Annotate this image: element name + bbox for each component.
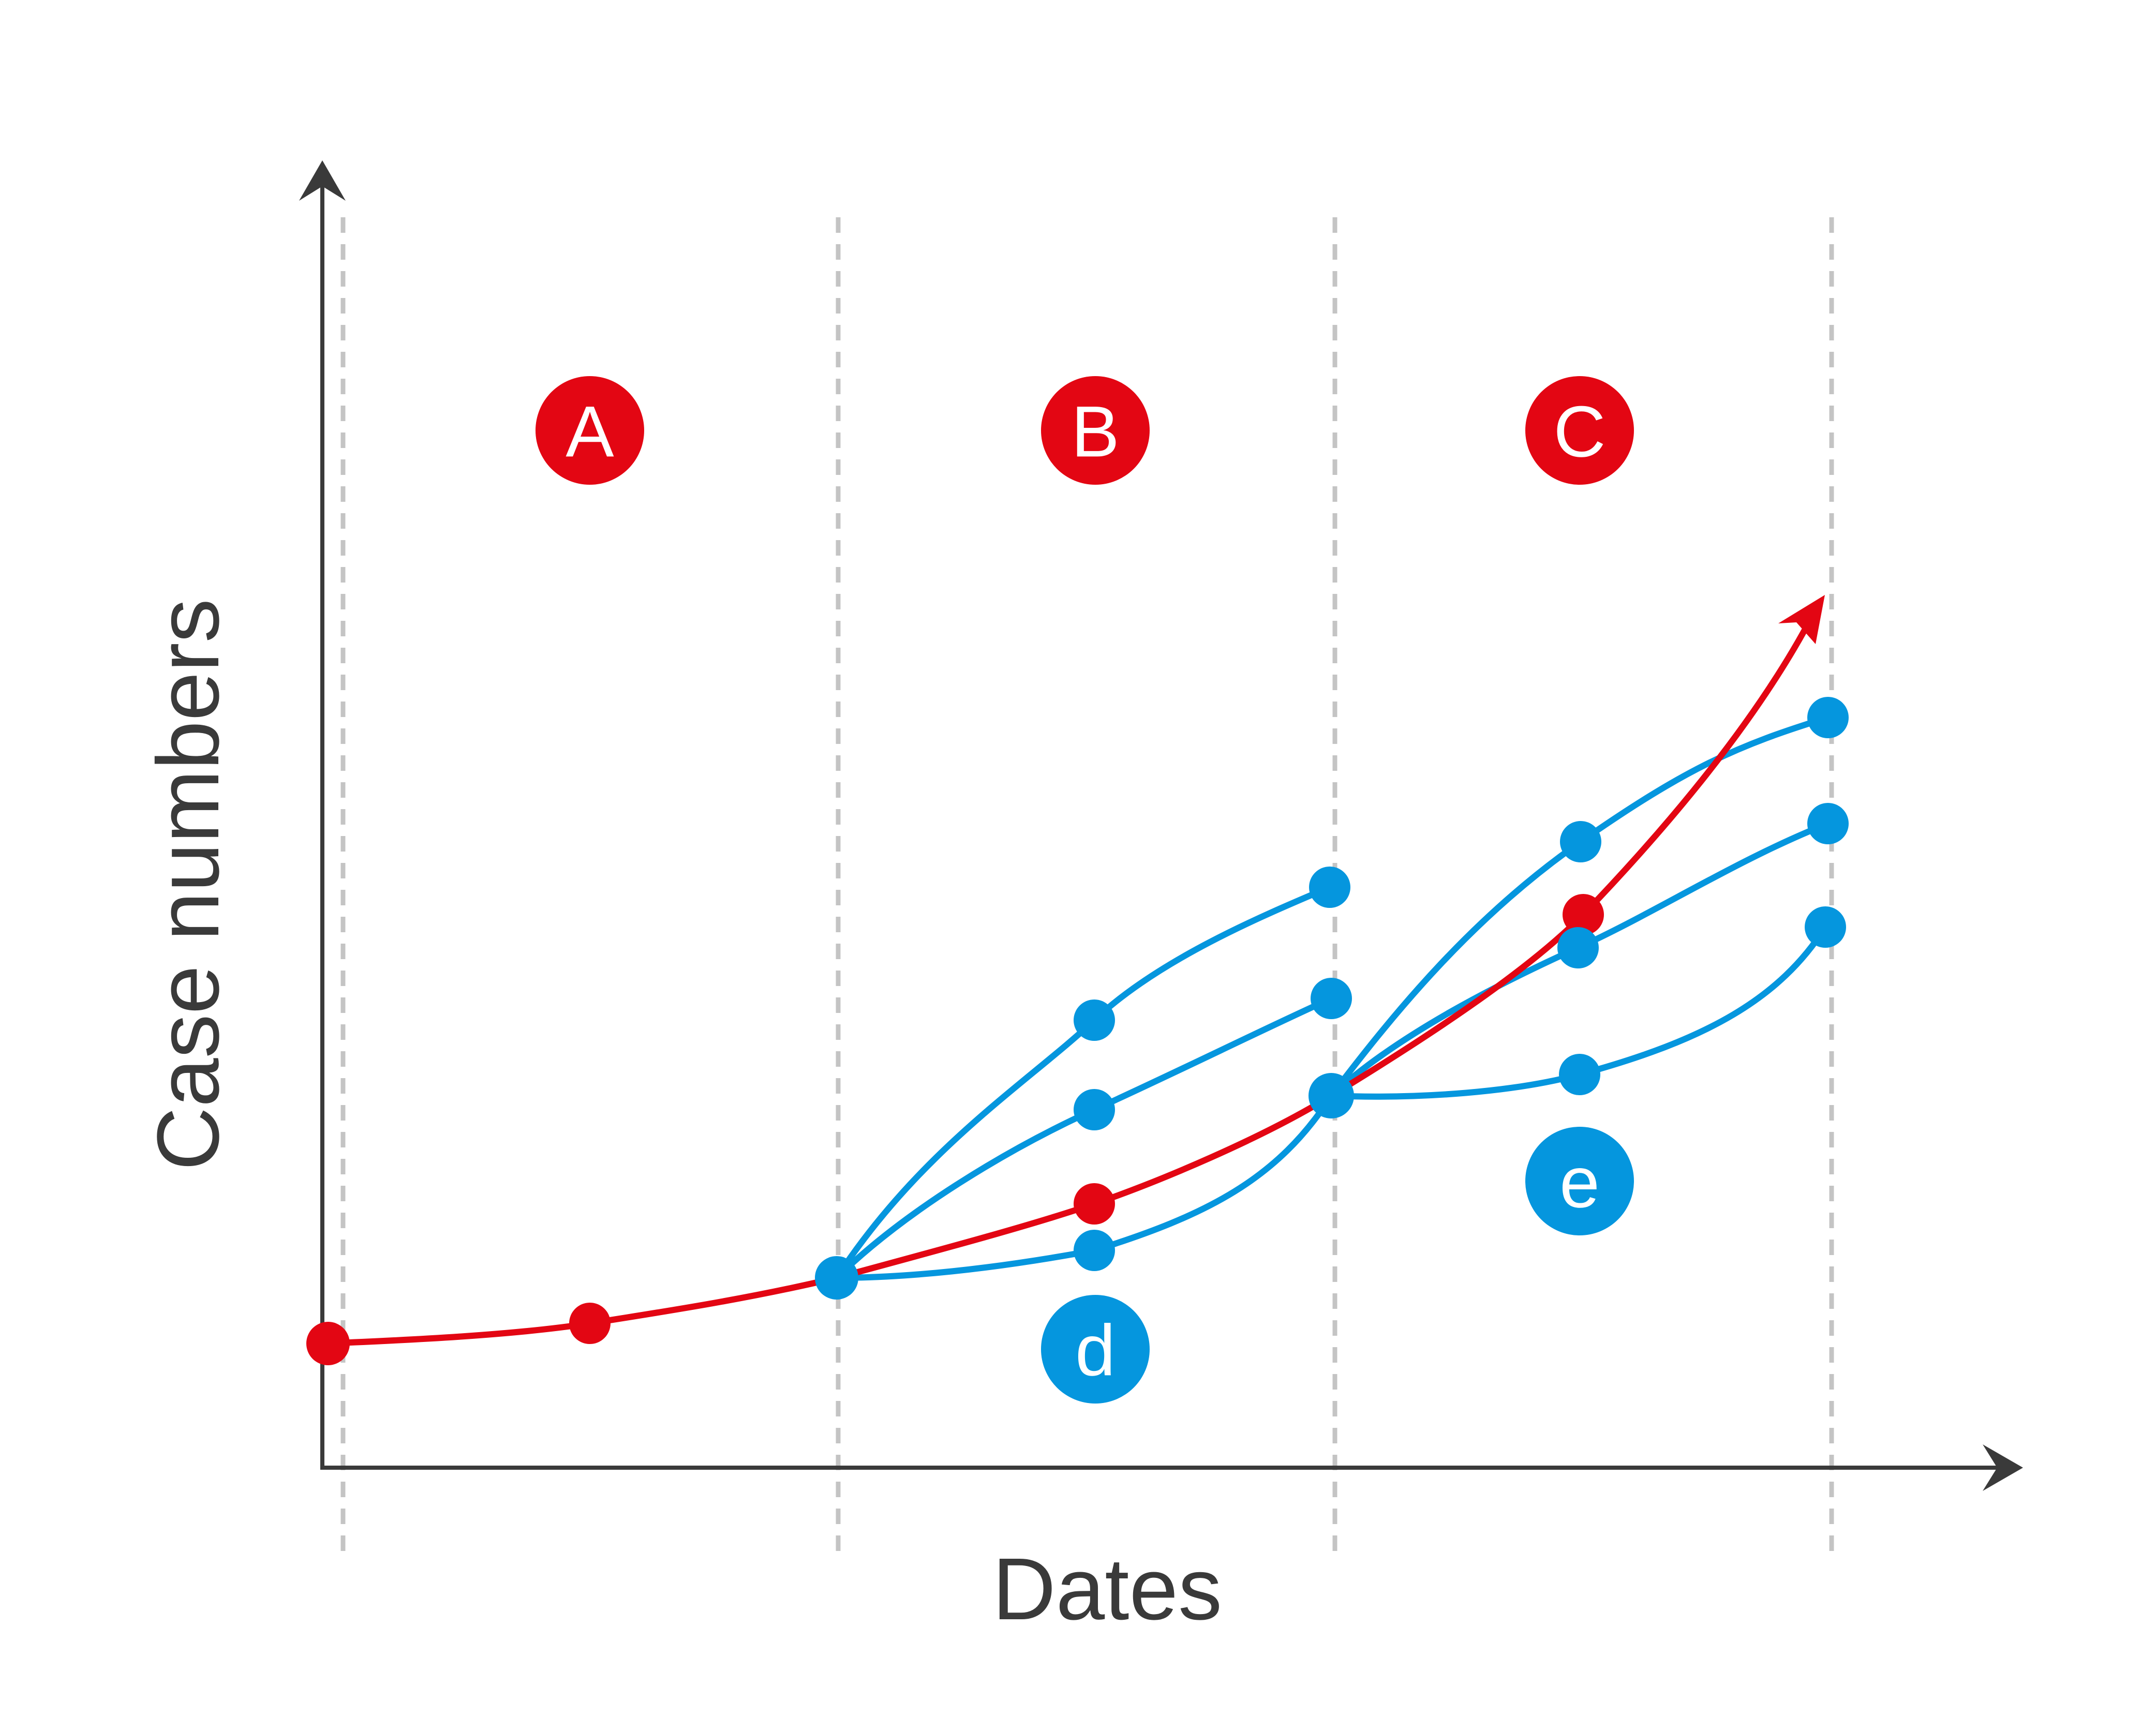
- forecast-point: [1805, 906, 1846, 948]
- actual-point: [306, 1322, 350, 1365]
- period-badge-c: [1525, 376, 1634, 485]
- axes: [320, 173, 2010, 1470]
- x-axis-arrowhead-icon: [1983, 1444, 2023, 1491]
- forecast-point: [1074, 999, 1115, 1041]
- forecast-point: [1560, 821, 1601, 862]
- actual-curve-arrowhead-icon: [1778, 595, 1825, 644]
- forecast-point: [1309, 1073, 1354, 1118]
- forecast-point: [1074, 1089, 1115, 1130]
- forecast-point: [1807, 803, 1849, 844]
- y-axis-arrowhead-icon: [299, 160, 346, 201]
- forecast-badge-d: [1041, 1295, 1150, 1404]
- y-axis-label: Case numbers: [139, 599, 237, 1171]
- forecast-point: [1557, 927, 1599, 968]
- x-axis-label: Dates: [992, 1540, 1222, 1638]
- period-badge-a-label: A: [566, 391, 614, 472]
- forecast-badge-e-label: e: [1559, 1141, 1600, 1222]
- forecast-point: [1309, 867, 1350, 908]
- period-badge-b: [1041, 376, 1150, 485]
- period-badge-a: [536, 376, 644, 485]
- actual-points: [306, 894, 1604, 1365]
- forecast-badge-e: [1525, 1127, 1634, 1235]
- forecast-point: [1807, 697, 1849, 738]
- forecast-badges: d e: [1041, 1127, 1634, 1404]
- forecast-point: [1074, 1230, 1115, 1271]
- actual-curve-line: [323, 620, 1811, 1347]
- forecast-point: [1559, 1054, 1600, 1095]
- actual-point: [569, 1303, 611, 1344]
- forecast-point: [815, 1256, 858, 1300]
- period-badge-b-label: B: [1071, 391, 1119, 472]
- forecast-badge-d-label: d: [1075, 1309, 1116, 1391]
- forecast-point: [1311, 978, 1352, 1019]
- period-badge-c-label: C: [1553, 391, 1605, 472]
- actual-point: [1563, 894, 1604, 935]
- period-badges: A B C: [536, 376, 1634, 485]
- actual-point: [1074, 1183, 1115, 1225]
- forecast-points: [815, 697, 1849, 1300]
